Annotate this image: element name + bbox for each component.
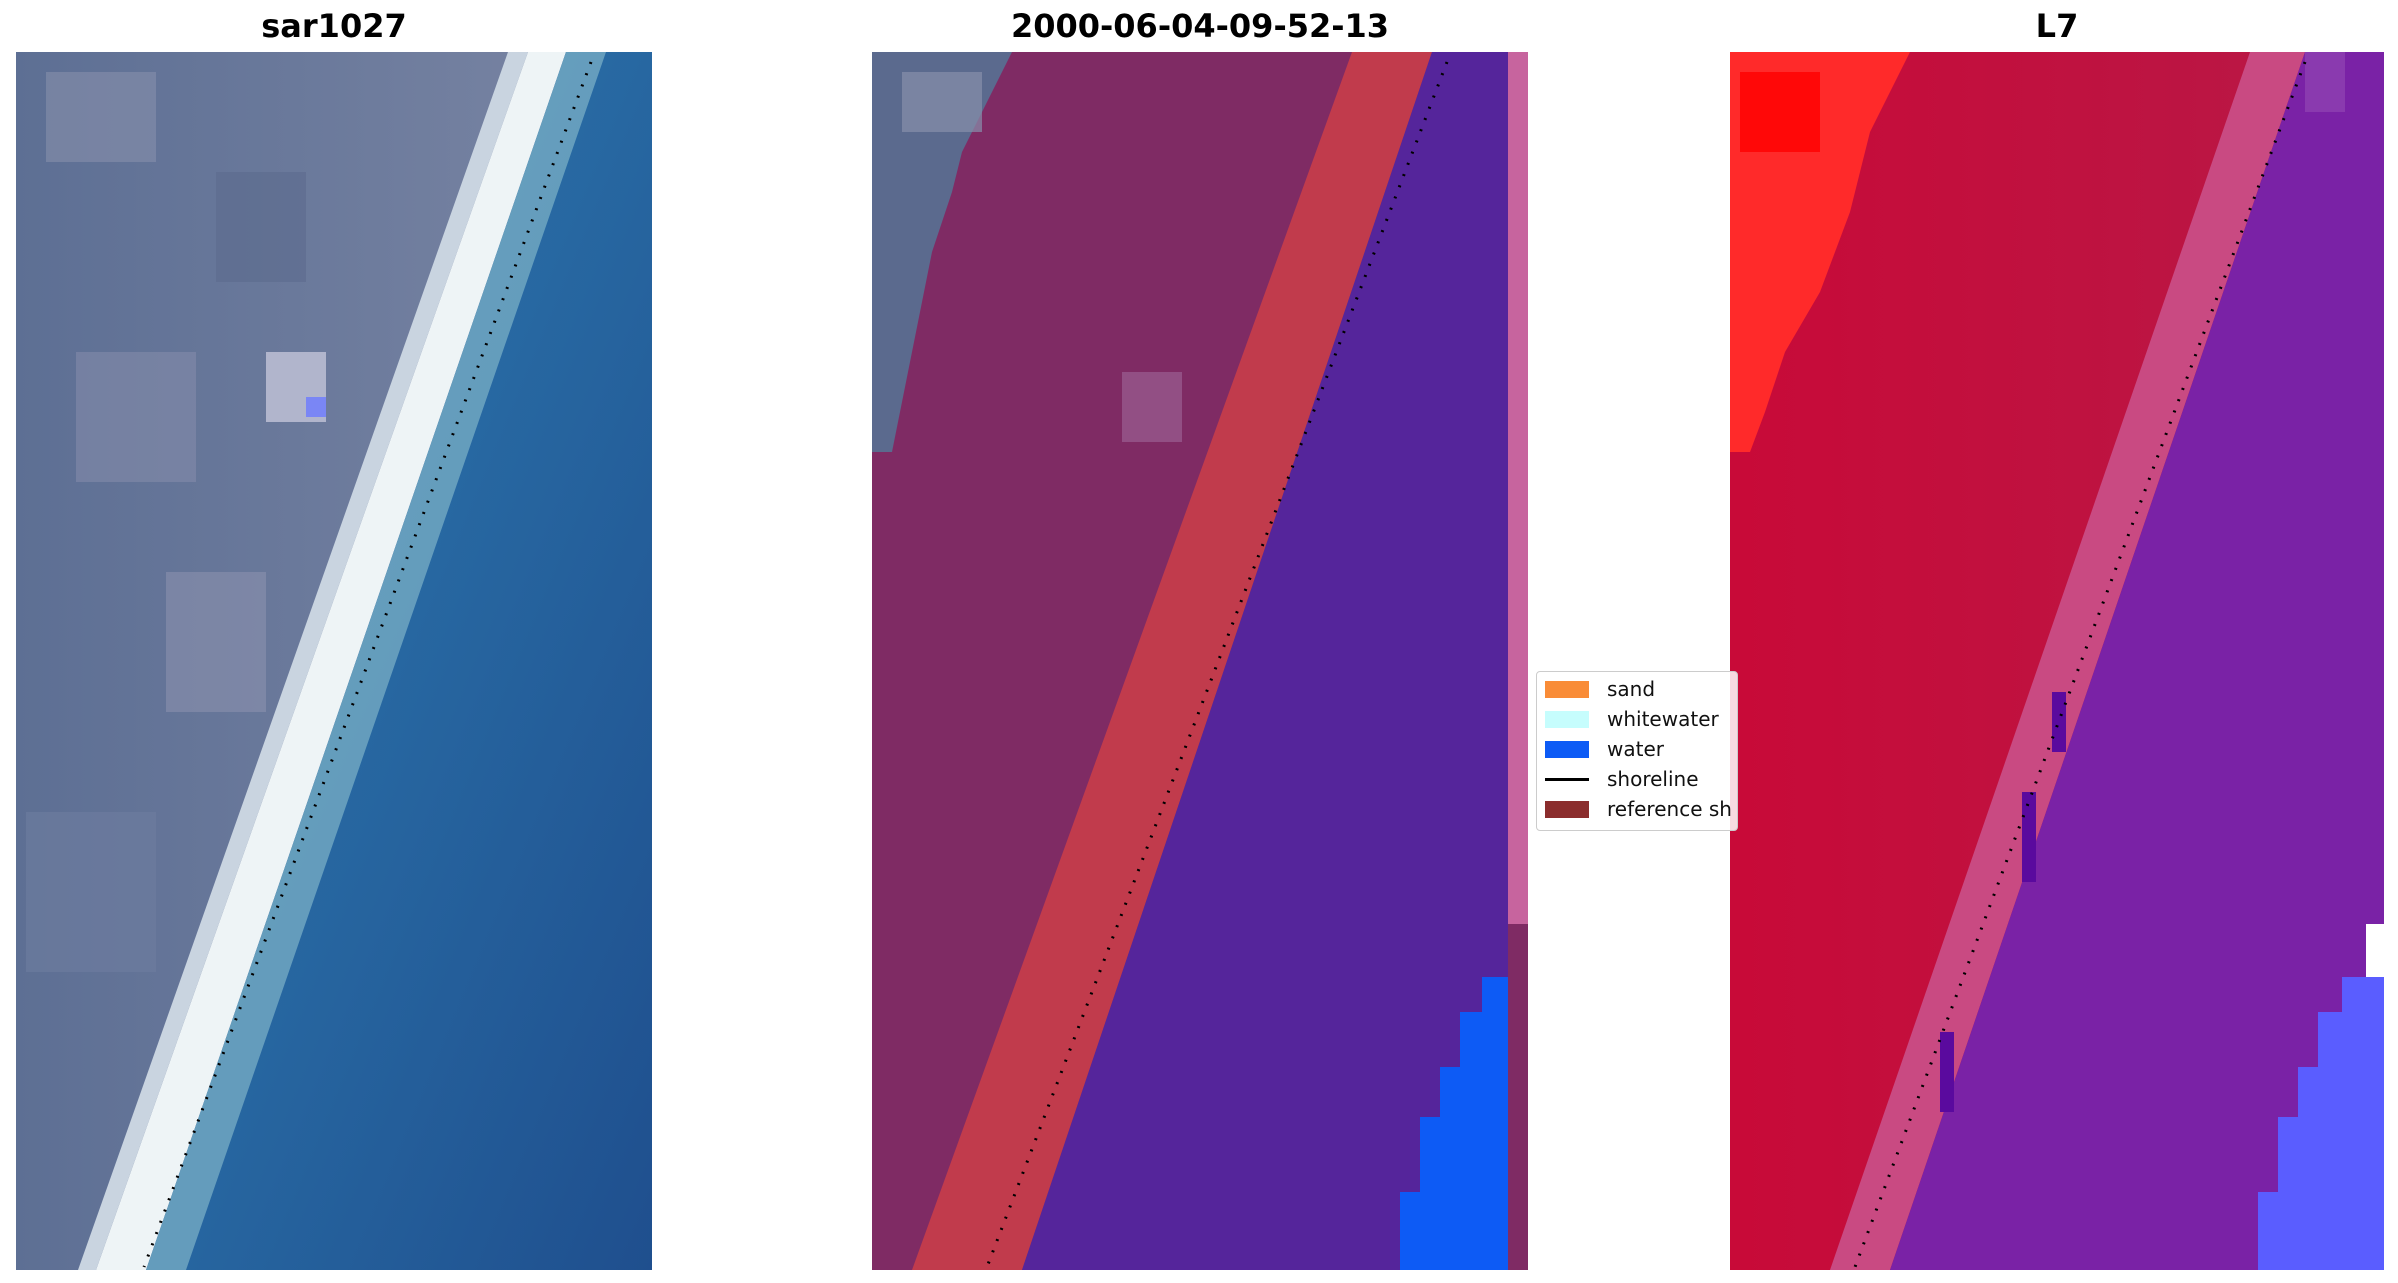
legend-label: water <box>1607 737 1664 761</box>
legend-item-shoreline: shoreline <box>1545 766 1699 792</box>
rgb-image-panel <box>16 52 652 1270</box>
l7-index-panel <box>1730 52 2384 1270</box>
legend-item-whitewater: whitewater <box>1545 706 1719 732</box>
water-swatch <box>1545 740 1589 758</box>
shoreline-line-swatch <box>1545 777 1589 781</box>
reference-swatch <box>1545 800 1589 818</box>
legend: sand whitewater water shoreline referenc… <box>1536 671 1738 831</box>
legend-item-sand: sand <box>1545 676 1655 702</box>
legend-label: sand <box>1607 677 1656 701</box>
panel-title-classified: 2000-06-04-09-52-13 <box>1010 7 1390 45</box>
rgb-image <box>16 52 652 1270</box>
legend-item-water: water <box>1545 736 1664 762</box>
panel-title-l7: L7 <box>2035 7 2079 45</box>
whitewater-swatch <box>1545 710 1589 728</box>
legend-label: shoreline <box>1607 767 1699 791</box>
classified-image <box>872 52 1528 1270</box>
legend-label: reference sh <box>1607 797 1732 821</box>
legend-label: whitewater <box>1607 707 1719 731</box>
legend-item-reference: reference sh <box>1545 796 1732 822</box>
classified-image-panel <box>872 52 1528 1270</box>
sand-swatch <box>1545 680 1589 698</box>
panel-title-rgb: sar1027 <box>261 7 407 45</box>
l7-index-image <box>1730 52 2384 1270</box>
